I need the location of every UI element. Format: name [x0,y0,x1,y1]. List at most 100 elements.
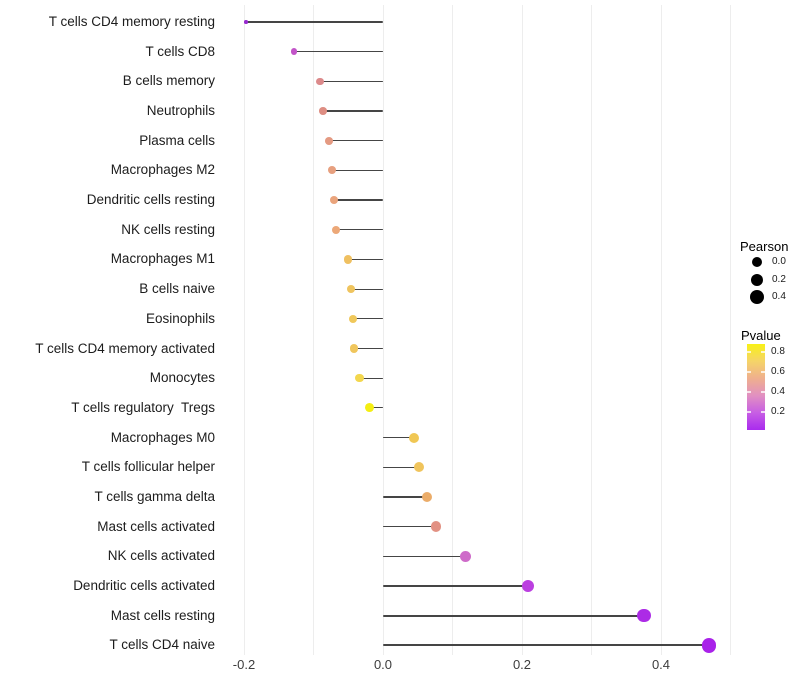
y-axis-label: T cells CD4 memory resting [48,14,215,29]
data-point [701,637,717,653]
lollipop-stem [383,555,465,557]
lollipop-stem [353,318,383,320]
data-point [637,608,652,623]
x-axis-tick-label: 0.2 [512,657,532,672]
y-axis-label: T cells CD8 [145,43,215,59]
lollipop-stem [383,496,427,498]
y-axis-label: Dendritic cells activated [73,577,215,593]
lollipop-stem [348,258,384,261]
lollipop-stem [351,288,383,290]
lollipop-stem [246,21,383,23]
data-point [355,373,364,383]
lollipop-stem [383,466,420,468]
y-axis-label: NK cells resting [121,221,215,237]
data-point [414,462,425,473]
data-point [290,48,298,55]
data-point [316,77,324,86]
data-point [331,225,340,234]
x-axis-tick-label: 0.4 [651,657,671,672]
data-point [430,521,441,532]
gridline-x [521,5,523,655]
size-legend-label: 0.4 [772,291,786,302]
lollipop-stem [294,51,383,53]
y-axis-label: B cells memory [122,73,215,89]
colorbar-tick [761,371,765,373]
colorbar-tick [747,411,751,413]
lollipop-stem [333,199,383,201]
lollipop-stem [359,377,383,379]
data-point [522,579,535,592]
size-legend-dot [750,273,764,287]
lollipop-stem [319,80,383,82]
y-axis-label: Mast cells resting [110,607,215,623]
y-axis-label: Macrophages M2 [110,162,215,178]
y-axis-labels: T cells CD4 memory resting T cells CD8 B c… [0,5,215,655]
y-axis-label: Eosinophils [145,310,215,326]
colorbar-label: 0.8 [771,346,785,357]
y-axis-label: Dendritic cells resting [86,192,215,208]
y-axis-label: Macrophages M1 [110,251,215,267]
data-point [348,314,358,323]
colorbar-label: 0.4 [771,386,785,397]
data-point [344,255,353,264]
data-point [244,20,248,24]
y-axis-label: Plasma cells [139,132,215,148]
gridline-x [243,5,245,655]
data-point [409,432,420,443]
y-axis-label: Neutrophils [146,103,215,118]
lollipop-stem [332,169,383,172]
gridline-x [660,5,662,655]
lollipop-stem [328,140,383,142]
lollipop-stem [383,436,415,439]
x-axis: -0.2 0.0 0.2 0.4 [0,655,800,675]
data-point [319,107,327,115]
color-legend-title: Pvalue [741,328,781,343]
data-point [421,491,432,502]
data-point [346,284,356,294]
y-axis-label: T cells CD4 memory activated [35,340,215,356]
size-legend-label: 0.2 [772,274,786,285]
x-axis-tick-label: -0.2 [232,657,256,672]
gridline-x [730,5,731,655]
colorbar-label: 0.6 [771,366,785,377]
y-axis-label: T cells CD4 naive [109,637,215,653]
colorbar-tick [747,351,751,353]
pvalue-colorbar [747,344,765,430]
data-point [459,550,471,562]
y-axis-label: T cells regulatory Tregs [71,399,215,415]
lollipop-stem [383,614,645,617]
lollipop-stem [323,110,383,112]
lollipop-stem [369,407,383,409]
gridline-x [382,5,384,655]
colorbar-tick [761,411,765,413]
y-axis-label: B cells naive [139,281,215,297]
lollipop-stem [383,525,436,528]
lollipop-stem [383,585,529,587]
size-legend-dot [752,257,763,268]
gridline-x [313,5,314,655]
size-legend-dot [749,289,765,305]
x-axis-tick-label: 0.0 [373,657,393,672]
y-axis-label: NK cells activated [107,548,215,564]
colorbar-tick [747,391,751,393]
y-axis-label: Monocytes [149,370,215,386]
y-axis-label: T cells follicular helper [81,459,215,475]
plot-panel [221,5,733,655]
gridline-x [452,5,453,655]
size-legend-title: Pearson [740,239,789,254]
colorbar-label: 0.2 [771,406,785,417]
y-axis-label: T cells gamma delta [94,488,215,504]
colorbar-tick [747,371,751,373]
colorbar-tick [761,391,765,393]
y-axis-label: Mast cells activated [97,518,215,534]
colorbar-tick [761,351,765,353]
y-axis-label: Macrophages M0 [110,429,215,445]
data-point [329,196,338,205]
lollipop-stem [383,644,709,647]
gridline-x [591,5,592,655]
data-point [365,403,375,413]
lollipop-stem [335,229,383,231]
data-point [328,166,337,175]
data-point [349,344,358,353]
